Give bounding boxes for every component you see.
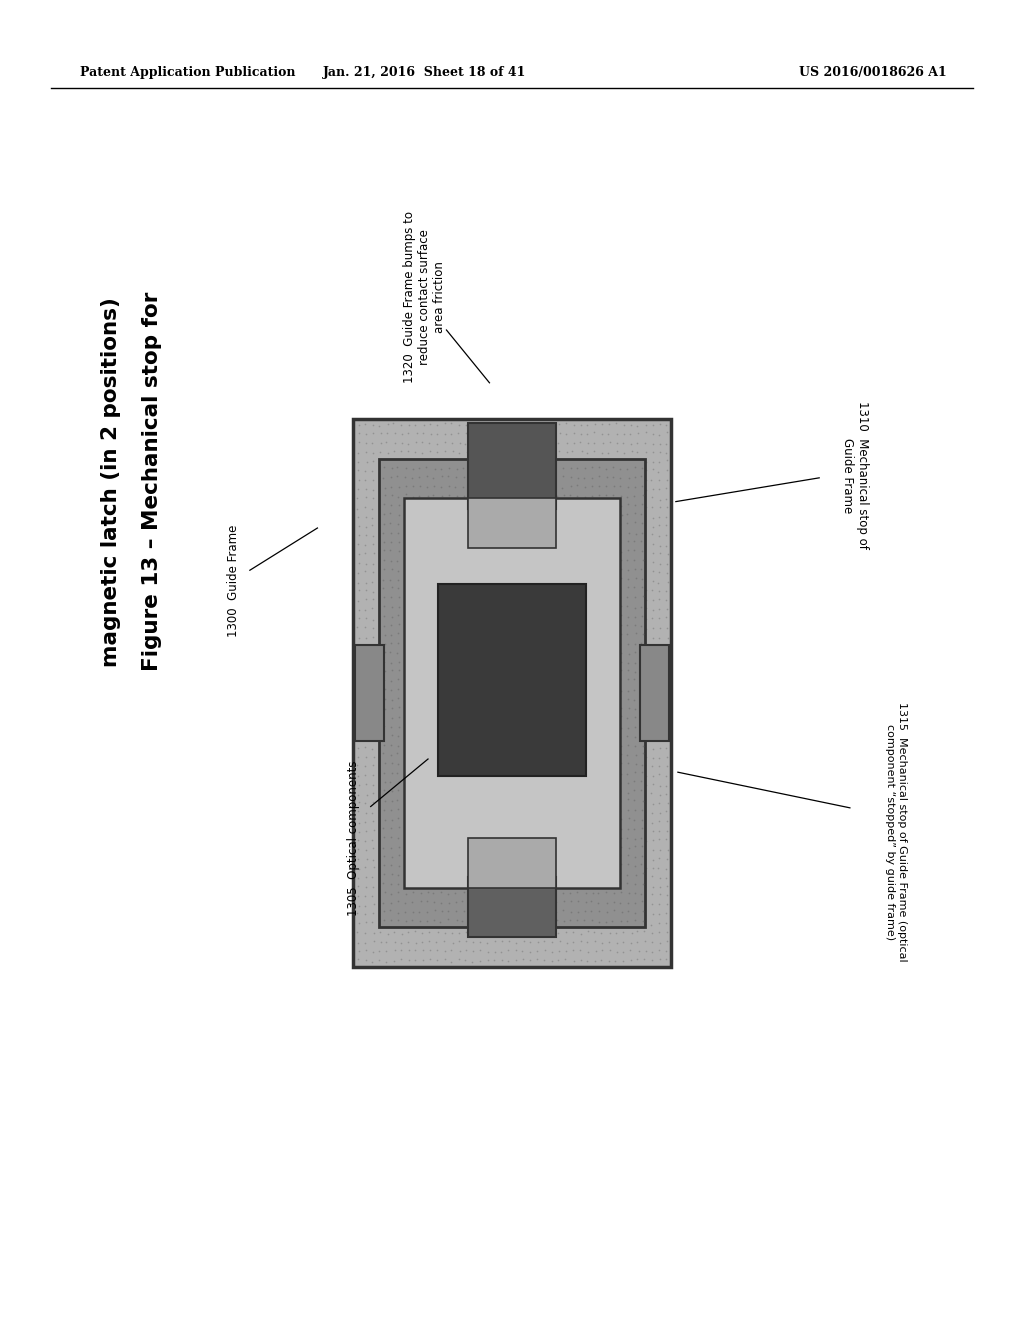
Text: 1305  Optical components: 1305 Optical components [347, 760, 359, 916]
Text: magnetic latch (in 2 positions): magnetic latch (in 2 positions) [100, 297, 121, 667]
Bar [469, 499, 555, 549]
Text: 1315  Mechanical stop of Guide Frame (optical
component “stopped” by guide frame: 1315 Mechanical stop of Guide Frame (opt… [885, 702, 907, 961]
Bar [355, 645, 384, 741]
Text: Jan. 21, 2016  Sheet 18 of 41: Jan. 21, 2016 Sheet 18 of 41 [324, 66, 526, 79]
Text: Figure 13 – Mechanical stop for: Figure 13 – Mechanical stop for [141, 292, 162, 672]
Text: Patent Application Publication: Patent Application Publication [80, 66, 295, 79]
Bar [469, 422, 555, 510]
Bar [379, 459, 645, 927]
Bar [353, 420, 671, 966]
Bar [469, 878, 555, 937]
Bar [404, 498, 620, 887]
Text: 1310  Mechanical stop of
Guide Frame: 1310 Mechanical stop of Guide Frame [841, 401, 869, 549]
Bar [438, 583, 586, 776]
Bar [640, 645, 669, 741]
Text: 1320  Guide Frame bumps to
reduce contact surface
area friction: 1320 Guide Frame bumps to reduce contact… [403, 211, 446, 383]
Text: US 2016/0018626 A1: US 2016/0018626 A1 [799, 66, 946, 79]
Text: 1300  Guide Frame: 1300 Guide Frame [227, 524, 240, 638]
Bar [469, 838, 555, 887]
